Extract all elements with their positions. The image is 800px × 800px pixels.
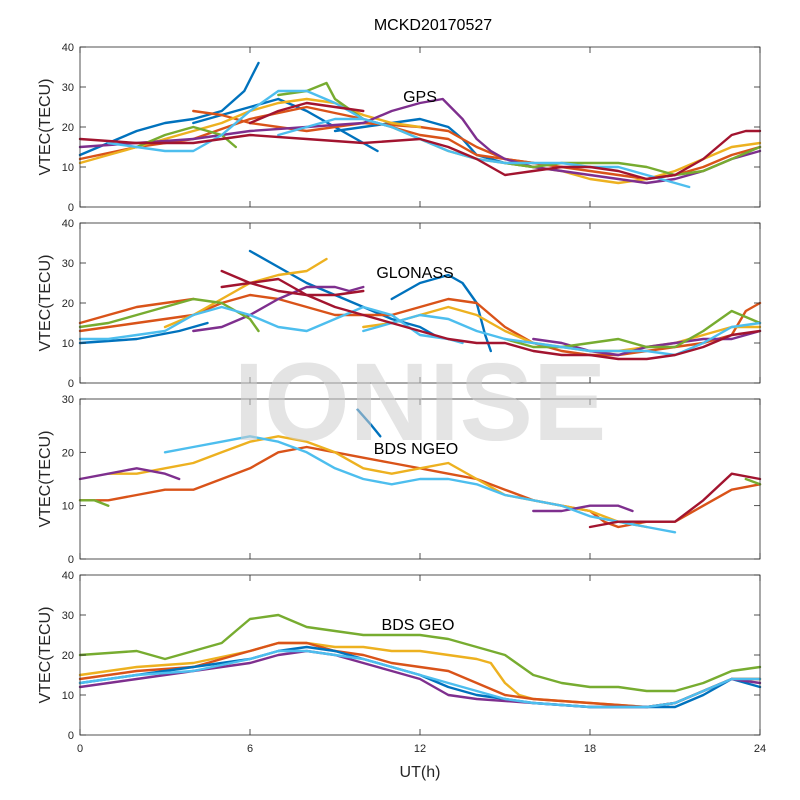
x-tick-label: 6: [247, 743, 253, 755]
series-line-14: [220, 277, 365, 297]
y-axis-title: VTEC(TECU): [37, 79, 54, 176]
series-line-7: [78, 97, 507, 161]
series-line-8: [588, 472, 762, 529]
x-tick-label: 0: [77, 743, 83, 755]
panel-label: BDS GEO: [382, 617, 455, 634]
series-line-13: [220, 269, 762, 361]
y-tick-label: 20: [62, 298, 74, 310]
panel-2: 0 10 20 30 VTEC(TECU) BDS NGEO: [37, 394, 762, 566]
series-line-2: [390, 273, 492, 353]
y-tick-label: 20: [62, 447, 74, 459]
y-tick-label: 30: [62, 82, 74, 94]
y-tick-label: 40: [62, 218, 74, 230]
series-line-11: [503, 145, 762, 177]
series-line-5: [78, 649, 762, 709]
series-line-1: [248, 249, 436, 337]
y-tick-label: 0: [68, 202, 74, 214]
y-tick-label: 40: [62, 42, 74, 54]
panels: 0 10 20 30 40 VTEC(TECU) GPS 0 10 20 30 40 VTEC(TECU…: [37, 42, 766, 755]
y-tick-label: 30: [62, 610, 74, 622]
y-tick-label: 10: [62, 690, 74, 702]
series-line-3: [78, 467, 181, 481]
y-tick-label: 0: [68, 554, 74, 566]
series-line-13: [277, 117, 691, 189]
plot-area: [80, 223, 760, 383]
x-tick-label: 24: [754, 743, 766, 755]
series-line-4: [532, 504, 634, 513]
y-axis-title: VTEC(TECU): [37, 255, 54, 352]
y-tick-label: 30: [62, 394, 74, 406]
series-line-1: [192, 97, 379, 153]
series-line-10: [503, 309, 762, 349]
series-line-0: [356, 408, 382, 438]
y-tick-label: 10: [62, 501, 74, 513]
x-tick-label: 12: [414, 743, 426, 755]
series-line-14: [78, 129, 762, 181]
y-axis-title: VTEC(TECU): [37, 431, 54, 528]
series-line-2: [333, 117, 535, 169]
series-line-0: [78, 321, 209, 345]
series-line-15: [248, 101, 365, 125]
watermark-text: IONISE: [234, 341, 607, 464]
y-tick-label: 40: [62, 570, 74, 582]
series-line-9: [78, 297, 260, 333]
series-line-7: [163, 435, 677, 534]
panel-label: GPS: [403, 89, 437, 106]
panel-3: 0 6 12 18 24 0 10 20 30 40 VTEC(TECU) BDS GEO: [37, 570, 766, 755]
y-tick-label: 10: [62, 162, 74, 174]
figure-title: MCKD20170527: [374, 17, 492, 34]
series-line-0: [78, 613, 762, 693]
x-tick-label: 18: [584, 743, 596, 755]
series-line-6: [744, 477, 762, 486]
y-tick-label: 20: [62, 122, 74, 134]
y-tick-label: 10: [62, 338, 74, 350]
y-tick-label: 0: [68, 730, 74, 742]
panel-0: 0 10 20 30 40 VTEC(TECU) GPS: [37, 42, 762, 214]
y-tick-label: 30: [62, 258, 74, 270]
series-group: [78, 61, 762, 189]
y-tick-label: 20: [62, 650, 74, 662]
plot-area: [80, 575, 760, 735]
panel-label: BDS NGEO: [374, 441, 458, 458]
y-axis-title: VTEC(TECU): [37, 607, 54, 704]
series-line-10: [277, 81, 365, 121]
series-line-3: [78, 293, 762, 357]
series-group: [78, 613, 762, 709]
series-group: [78, 408, 762, 534]
series-line-5: [78, 499, 110, 507]
series-line-12: [362, 313, 762, 357]
panel-1: 0 10 20 30 40 VTEC(TECU) GLONASS: [37, 218, 762, 390]
x-axis-title: UT(h): [400, 764, 441, 781]
y-tick-label: 0: [68, 378, 74, 390]
series-line-4: [78, 297, 195, 325]
panel-label: GLONASS: [376, 265, 453, 282]
series-group: [78, 249, 762, 361]
